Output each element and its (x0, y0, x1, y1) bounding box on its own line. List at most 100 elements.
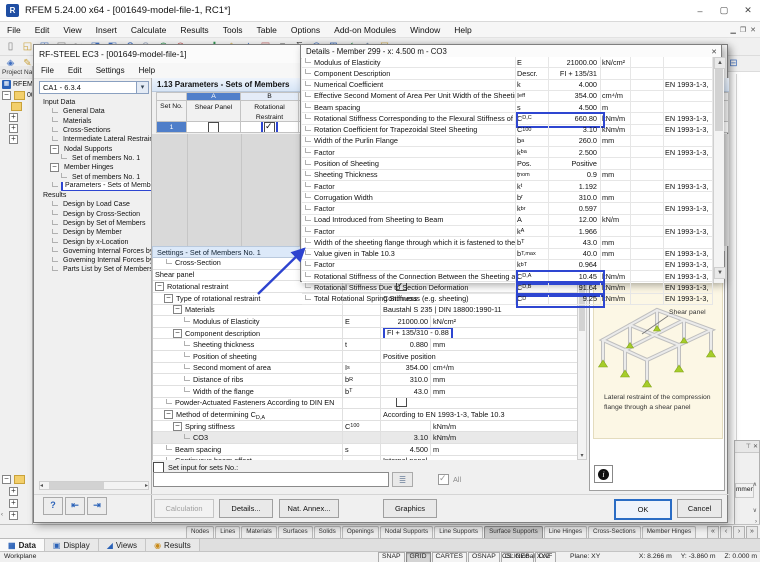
open-file-icon[interactable]: ◱ (22, 40, 33, 52)
tree-item-design-by-load-case[interactable]: Design by Load Case (39, 200, 151, 209)
minimize-icon[interactable]: – (697, 5, 703, 16)
nav-tab-results[interactable]: ◉ Results (146, 539, 200, 551)
navigator-item[interactable]: + (0, 498, 32, 509)
expand-icon[interactable]: + (9, 113, 18, 122)
tree-item-set-of-members-no-1[interactable]: Set of members No. 1 (39, 172, 151, 181)
tree-item-design-by-set-of-members[interactable]: Design by Set of Members (39, 219, 151, 228)
rf-menu-item-file[interactable]: File (41, 66, 54, 75)
collapse-icon[interactable]: − (50, 144, 59, 154)
menu-item-view[interactable]: View (63, 24, 82, 35)
collapse-icon[interactable]: − (164, 409, 173, 419)
scroll-up-icon[interactable]: ∧ (752, 482, 757, 488)
menu-item-tools[interactable]: Tools (222, 24, 243, 35)
status-toggle-glines[interactable]: GLINES (500, 552, 534, 562)
nav-tab-views[interactable]: ◢ Views (98, 539, 147, 551)
edit-icon[interactable]: ✎ (23, 57, 32, 69)
menu-item-calculate[interactable]: Calculate (130, 24, 167, 35)
cancel-button[interactable]: Cancel (677, 499, 722, 518)
menu-item-window[interactable]: Window (410, 24, 441, 35)
tree-item-cross-sections[interactable]: Cross-Sections (39, 126, 151, 135)
tree-hscrollbar[interactable]: ◂ ▸ (39, 481, 149, 490)
menu-item-table[interactable]: Table (256, 24, 277, 35)
status-toggle-osnap[interactable]: OSNAP (467, 552, 500, 562)
collapse-icon[interactable]: − (164, 293, 173, 303)
rotational-restraint-checkbox[interactable] (264, 122, 275, 132)
expand-icon[interactable]: + (9, 135, 18, 144)
prev-table-button[interactable]: ⇤ (65, 497, 85, 515)
maximize-icon[interactable]: ▢ (719, 5, 729, 15)
tree-item-general-data[interactable]: General Data (39, 107, 151, 116)
design-case-select[interactable]: CA1 - 6.3.4 ▾ (39, 81, 149, 94)
tree-item-design-by-x-location[interactable]: Design by x-Location (39, 237, 151, 246)
tree-item-governing-internal-forces-by-m[interactable]: Governing Internal Forces by M (39, 247, 151, 256)
param-shear-panel-cell[interactable] (186, 121, 241, 133)
new-file-icon[interactable]: ▯ (7, 40, 14, 52)
scrollbar-thumb[interactable] (579, 271, 585, 331)
status-toggle-snap[interactable]: SNAP (378, 552, 405, 562)
shear-panel-checkbox[interactable] (208, 122, 219, 132)
help-button[interactable]: ? (43, 497, 63, 515)
tree-item-design-by-member[interactable]: Design by Member (39, 228, 151, 237)
rf-menu-item-settings[interactable]: Settings (95, 66, 125, 75)
expand-icon[interactable]: + (9, 487, 18, 496)
navigator-item-rfem[interactable]: ▦ RFEM (0, 79, 32, 90)
set-input-field[interactable] (153, 472, 389, 487)
tree-item-parameters-sets-of-members[interactable]: Parameters - Sets of Members (39, 181, 151, 191)
status-toggle-dxf[interactable]: DXF (534, 552, 557, 562)
scroll-right-icon[interactable]: ▸ (144, 483, 148, 489)
chevron-down-icon[interactable]: ▾ (136, 82, 148, 93)
scroll-right-icon[interactable]: › (755, 519, 757, 525)
navigator-item[interactable]: + (0, 486, 32, 497)
checkbox[interactable] (396, 281, 407, 292)
tree-item-materials[interactable]: Materials (39, 117, 151, 126)
param-rotational-restraint-cell[interactable] (240, 121, 299, 133)
tree-item-input-data[interactable]: Input Data (39, 98, 151, 107)
menu-item-insert[interactable]: Insert (95, 24, 117, 35)
rf-menu-item-edit[interactable]: Edit (67, 66, 82, 75)
navigator-item[interactable]: + (0, 134, 32, 145)
navigator-item[interactable]: + (0, 510, 32, 521)
mdi-restore-icon[interactable]: ❐ (739, 26, 747, 34)
tree-item-set-of-members-no-1[interactable]: Set of members No. 1 (39, 154, 151, 163)
scroll-left-icon[interactable]: ‹ (1, 512, 3, 518)
navigator-item[interactable]: + (0, 112, 32, 123)
collapse-icon[interactable]: − (2, 91, 11, 100)
tree-item-nodal-supports[interactable]: − Nodal Supports (39, 144, 151, 154)
tree-item-member-hinges[interactable]: − Member Hinges (39, 163, 151, 173)
select-sets-button[interactable]: ≣ (392, 472, 413, 487)
scroll-down-icon[interactable]: ▾ (580, 453, 584, 459)
menu-item-help[interactable]: Help (454, 24, 472, 35)
collapse-icon[interactable]: − (173, 421, 182, 431)
status-toggle-cartes[interactable]: CARTES (431, 552, 467, 562)
menu-item-options[interactable]: Options (290, 24, 321, 35)
details-button[interactable]: Details... (219, 499, 273, 518)
ok-button[interactable]: OK (614, 499, 672, 520)
scrollbar-thumb[interactable] (49, 482, 105, 489)
all-checkbox[interactable] (438, 473, 449, 485)
collapse-icon[interactable]: − (173, 305, 182, 315)
navigator-item[interactable]: + (0, 123, 32, 134)
tree-item-design-by-cross-section[interactable]: Design by Cross-Section (39, 210, 151, 219)
rf-menu-item-help[interactable]: Help (138, 66, 156, 75)
menu-item-file[interactable]: File (7, 24, 21, 35)
checkbox[interactable] (396, 397, 407, 408)
tree-item-governing-internal-forces-by-s[interactable]: Governing Internal Forces by S (39, 256, 151, 265)
collapse-icon[interactable]: − (2, 475, 11, 484)
scroll-up-icon[interactable]: ▲ (714, 57, 726, 69)
mdi-minimize-icon[interactable]: ▁ (730, 26, 736, 34)
param-row-number[interactable]: 1 (156, 121, 187, 133)
navigator-item-model[interactable]: − 00 (0, 90, 32, 101)
status-toggle-grid[interactable]: GRID (405, 552, 431, 562)
nat-annex-button[interactable]: Nat. Annex... (279, 499, 339, 518)
nav-tab-display[interactable]: ▣ Display (44, 539, 99, 551)
mdi-close-icon[interactable]: ✕ (750, 26, 756, 34)
scroll-down-icon[interactable]: ∨ (752, 508, 757, 514)
expand-icon[interactable]: + (9, 124, 18, 133)
panel-icon[interactable]: ⊟ (729, 57, 738, 69)
select-icon[interactable]: ◈ (6, 57, 15, 69)
info-button[interactable]: i (594, 465, 613, 483)
menu-item-edit[interactable]: Edit (34, 24, 50, 35)
scroll-down-icon[interactable]: ▼ (714, 267, 726, 279)
details-vscrollbar[interactable]: ▲ ▼ (713, 57, 726, 283)
collapse-icon[interactable]: − (50, 163, 59, 173)
